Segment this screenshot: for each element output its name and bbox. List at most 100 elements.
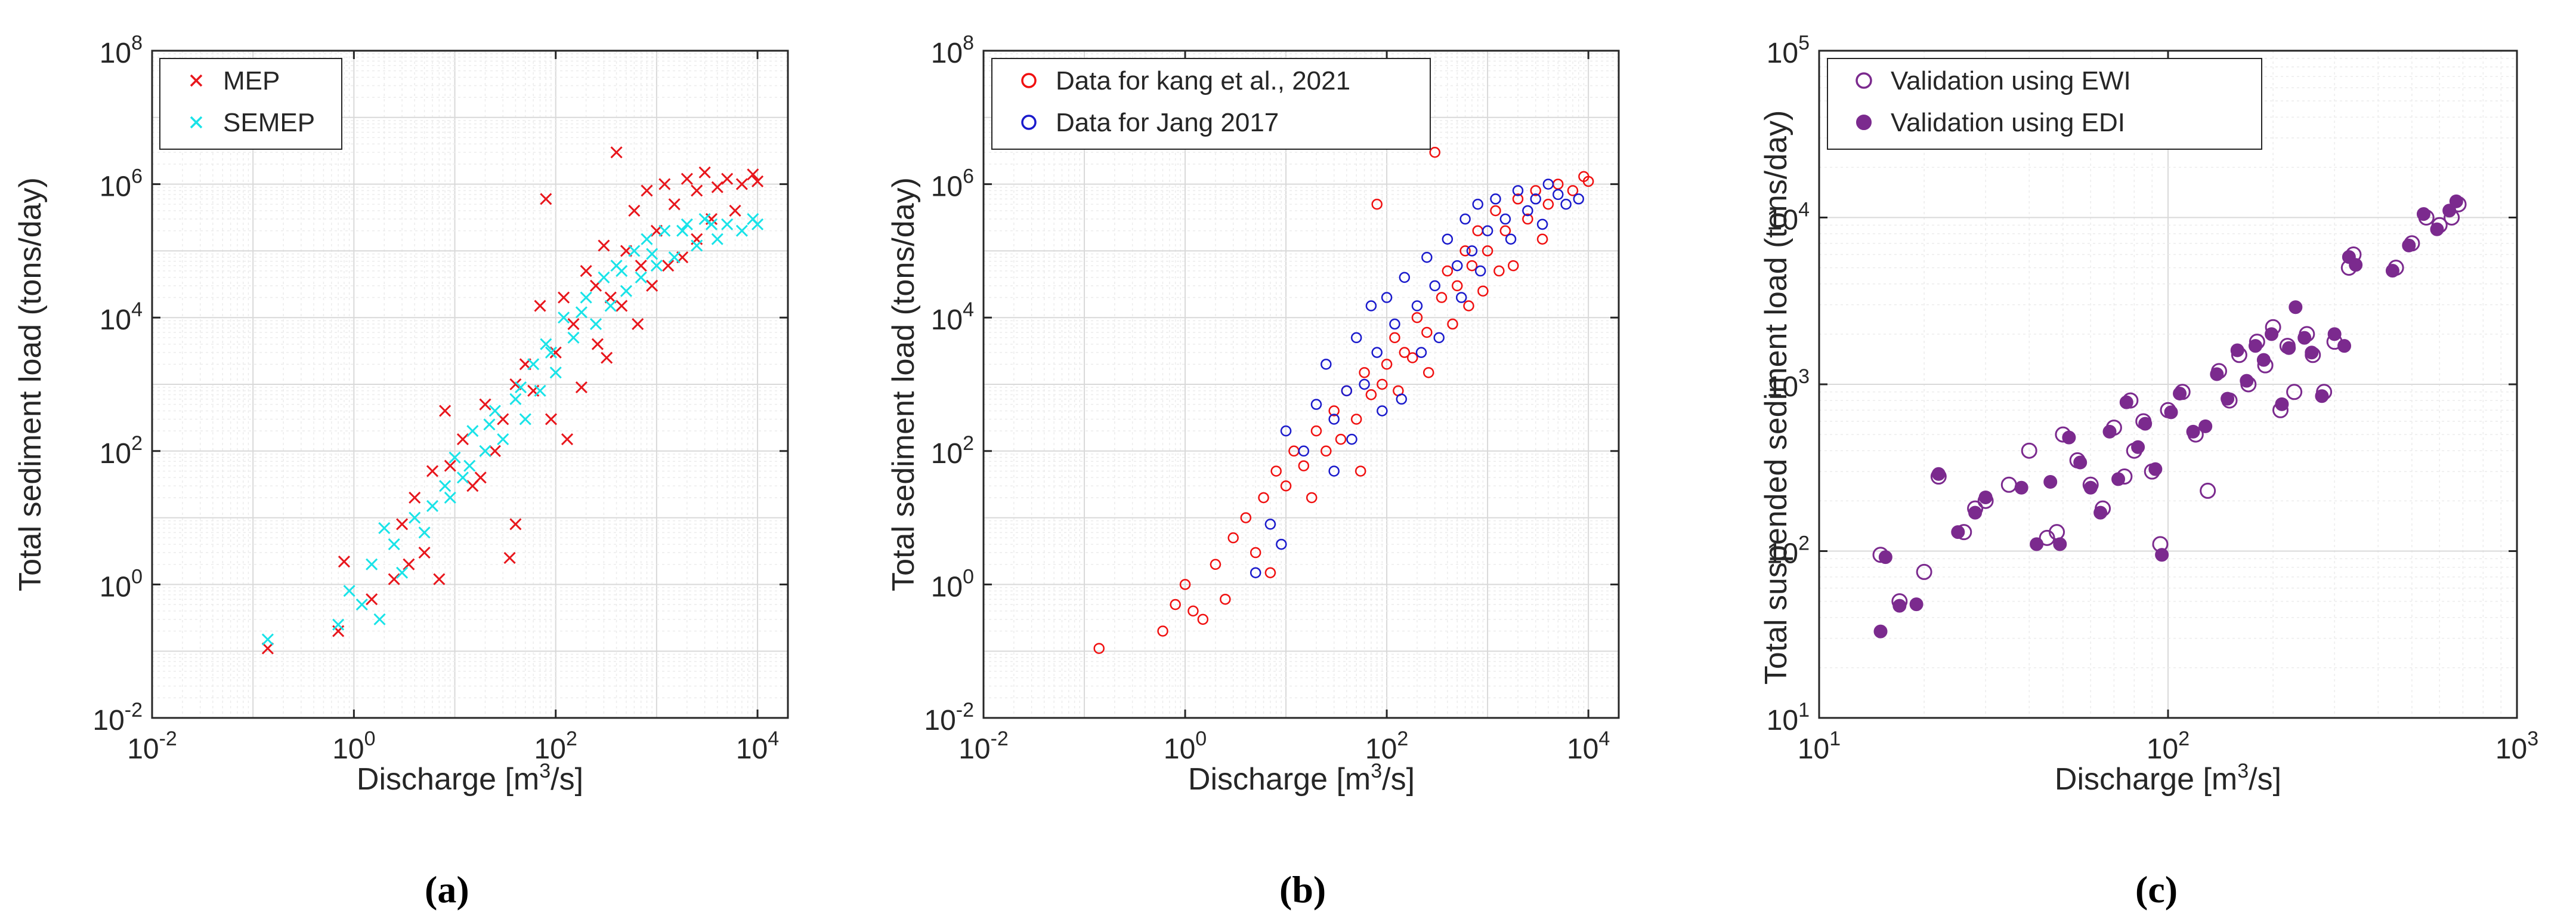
panel-c-legend-marker-ewi (1856, 72, 1872, 89)
scatter-point-semep (418, 526, 431, 539)
scatter-point-mep (488, 445, 501, 457)
scatter-point-edi (2173, 387, 2187, 401)
scatter-point-jang (1359, 378, 1370, 390)
scatter-point-edi (2155, 548, 2169, 562)
scatter-point-kang (1210, 559, 1221, 570)
scatter-point-mep (616, 300, 628, 312)
scatter-point-kang (1447, 318, 1458, 330)
scatter-point-semep (589, 317, 602, 331)
scatter-point-mep (635, 260, 647, 272)
scatter-point-edi (2337, 339, 2352, 353)
scatter-point-semep (580, 291, 592, 304)
scatter-point-mep (558, 291, 570, 304)
scatter-point-jang (1250, 567, 1261, 578)
scatter-point-semep (373, 613, 386, 625)
scatter-point-semep (479, 445, 491, 457)
scatter-point-edi (2442, 203, 2457, 218)
scatter-point-kang (1258, 492, 1269, 504)
panel-c-legend: Validation using EWI Validation using ED… (1827, 58, 2262, 150)
scatter-point-edi (2186, 424, 2200, 439)
panel-a-chart: 10-2 100 102 104 10-2 100 102 104 106 108 Dischar… (13, 32, 789, 911)
panel-a-marks (261, 146, 764, 655)
x-tick-label: 102 (1365, 727, 1408, 765)
scatter-point-edi (2073, 455, 2088, 470)
x-tick-label: 10-2 (958, 727, 1009, 765)
scatter-point-edi (2305, 346, 2319, 360)
panel-c-legend-box (1827, 58, 2262, 150)
panel-a-legend-label-semep: SEMEP (223, 108, 315, 137)
panel-b-y-axis-label: Total sediment load (tons/day) (886, 177, 921, 591)
scatter-point-semep (575, 306, 587, 319)
scatter-point-semep (488, 405, 501, 417)
scatter-point-edi (2240, 374, 2254, 388)
scatter-point-kang (1220, 593, 1231, 605)
scatter-point-semep (497, 433, 509, 446)
scatter-point-jang (1421, 251, 1433, 263)
scatter-point-kang (1250, 547, 1261, 559)
scatter-point-semep (711, 233, 723, 245)
scatter-point-semep (456, 471, 469, 484)
scatter-point-semep (635, 271, 647, 283)
scatter-point-mep (691, 184, 703, 197)
x-tick-label: 101 (1798, 727, 1841, 765)
scatter-point-edi (2230, 343, 2244, 357)
scatter-point-kang (1389, 332, 1400, 344)
scatter-point-kang (1477, 285, 1489, 297)
scatter-point-jang (1512, 185, 1524, 196)
scatter-point-jang (1328, 465, 1340, 477)
scatter-point-kang (1365, 389, 1377, 400)
scatter-point-semep (558, 312, 570, 324)
scatter-point-mep (534, 300, 546, 312)
scatter-point-edi (2102, 424, 2117, 439)
scatter-point-mep (261, 642, 274, 655)
scatter-point-mep (540, 193, 552, 205)
scatter-point-mep (444, 459, 456, 472)
scatter-point-edi (2430, 222, 2444, 236)
panel-c-legend-label-ewi: Validation using EWI (1891, 66, 2131, 95)
scatter-point-semep (676, 224, 689, 237)
scatter-point-semep (519, 413, 531, 425)
panel-a-y-axis-label: Total sediment load (tons/day) (13, 177, 48, 591)
scatter-point-kang (1335, 433, 1347, 445)
scatter-point-kang (1188, 605, 1199, 617)
y-tick-label: 104 (931, 298, 974, 336)
scatter-point-kang (1406, 352, 1418, 363)
scatter-point-mep (418, 546, 431, 559)
scatter-point-kang (1442, 265, 1454, 277)
scatter-point-semep (261, 633, 274, 646)
panel-a-legend-label-mep: MEP (223, 66, 280, 95)
scatter-point-semep (514, 381, 527, 394)
scatter-point-semep (668, 251, 681, 264)
scatter-point-jang (1346, 433, 1357, 445)
x-tick-label: 104 (736, 727, 779, 765)
scatter-point-kang (1170, 599, 1181, 610)
scatter-point-semep (705, 218, 718, 230)
scatter-point-kang (1240, 512, 1252, 523)
panel-b-legend-label-kang: Data for kang et al., 2021 (1056, 66, 1350, 95)
scatter-point-semep (628, 245, 641, 257)
y-tick-label: 102 (931, 432, 974, 470)
scatter-point-mep (456, 433, 469, 446)
scatter-point-jang (1542, 178, 1554, 190)
panel-a-label: (a) (425, 868, 469, 911)
scatter-point-kang (1567, 185, 1579, 196)
x-tick-label: 102 (534, 727, 577, 765)
x-tick-label: 100 (332, 727, 375, 765)
scatter-point-kang (1582, 175, 1594, 187)
scatter-point-semep (396, 566, 409, 579)
scatter-point-mep (747, 168, 759, 181)
scatter-point-edi (2210, 367, 2224, 381)
scatter-point-jang (1459, 213, 1471, 225)
scatter-point-edi (2282, 341, 2296, 355)
scatter-point-kang (1459, 245, 1471, 257)
panel-a-ticks: 10-2 100 102 104 10-2 100 102 104 106 108 (92, 32, 788, 765)
y-tick-label: 102 (100, 432, 143, 470)
scatter-point-semep (366, 558, 378, 570)
scatter-point-mep (561, 433, 574, 446)
scatter-point-jang (1429, 280, 1440, 292)
scatter-point-kang (1381, 359, 1393, 370)
x-tick-label: 104 (1567, 727, 1610, 765)
scatter-point-kang (1197, 613, 1209, 625)
scatter-point-mep (509, 518, 522, 531)
